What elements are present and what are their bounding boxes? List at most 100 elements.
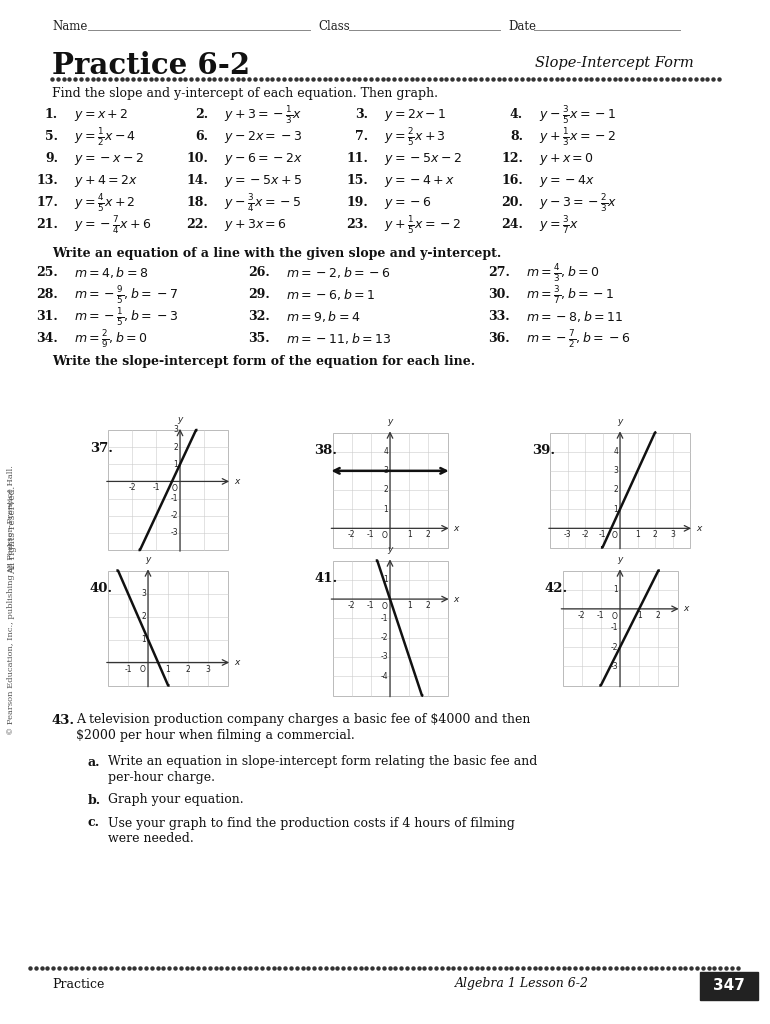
Text: Write the slope-intercept form of the equation for each line.: Write the slope-intercept form of the eq…	[52, 355, 475, 369]
Text: 4.: 4.	[510, 109, 523, 122]
Text: 26.: 26.	[248, 266, 270, 280]
Text: 22.: 22.	[186, 218, 208, 231]
Text: 8.: 8.	[510, 130, 523, 143]
Text: Graph your equation.: Graph your equation.	[108, 794, 243, 807]
Text: -2: -2	[611, 643, 618, 651]
Text: -2: -2	[170, 511, 178, 520]
Text: 30.: 30.	[488, 289, 510, 301]
Text: 3: 3	[670, 530, 675, 540]
Bar	[108, 430, 228, 550]
Text: 2: 2	[426, 601, 430, 610]
Text: a.: a.	[88, 756, 101, 768]
Text: O: O	[381, 531, 387, 541]
Text: were needed.: were needed.	[108, 831, 194, 845]
Text: Find the slope and y-intercept of each equation. Then graph.: Find the slope and y-intercept of each e…	[52, 86, 438, 99]
Text: 3: 3	[206, 665, 210, 674]
Text: O: O	[171, 484, 177, 494]
Bar	[550, 432, 690, 548]
Text: 34.: 34.	[36, 333, 58, 345]
Text: -1: -1	[380, 613, 388, 623]
Text: 4: 4	[613, 447, 618, 456]
Text: $y - \frac{3}{5}x = -1$: $y - \frac{3}{5}x = -1$	[539, 104, 616, 126]
Text: $y - \frac{3}{4}x = -5$: $y - \frac{3}{4}x = -5$	[224, 193, 301, 214]
Text: -1: -1	[597, 611, 604, 620]
Text: 2: 2	[426, 530, 430, 540]
Text: Date: Date	[508, 20, 536, 34]
Text: $y = -6$: $y = -6$	[384, 195, 431, 211]
Text: -3: -3	[170, 528, 178, 538]
Text: 2: 2	[613, 485, 618, 495]
Text: $y = -4x$: $y = -4x$	[539, 173, 595, 189]
Text: $m = 9, b = 4$: $m = 9, b = 4$	[286, 309, 360, 325]
Text: $y + 3 = -\frac{1}{3}x$: $y + 3 = -\frac{1}{3}x$	[224, 104, 303, 126]
Text: y: y	[146, 555, 151, 564]
Text: 2: 2	[656, 611, 661, 620]
Text: 2: 2	[383, 485, 388, 495]
Text: 18.: 18.	[186, 197, 208, 210]
Text: 2: 2	[653, 530, 658, 540]
Text: 1.: 1.	[45, 109, 58, 122]
Text: 1: 1	[383, 505, 388, 514]
Text: $y + \frac{1}{5}x = -2$: $y + \frac{1}{5}x = -2$	[384, 214, 461, 236]
Text: -2: -2	[578, 611, 585, 620]
Text: 1: 1	[141, 635, 146, 644]
Text: O: O	[611, 531, 617, 541]
Text: 2.: 2.	[195, 109, 208, 122]
Text: -3: -3	[611, 662, 618, 671]
Text: O: O	[611, 611, 617, 621]
Text: $y = \frac{3}{7}x$: $y = \frac{3}{7}x$	[539, 214, 579, 236]
Text: $y = -4 + x$: $y = -4 + x$	[384, 173, 455, 189]
Text: A television production company charges a basic fee of $4000 and then: A television production company charges …	[76, 714, 531, 726]
Text: 1: 1	[613, 505, 618, 514]
Text: $m = -\frac{7}{2}, b = -6$: $m = -\frac{7}{2}, b = -6$	[526, 328, 630, 350]
Text: $y = \frac{1}{2}x - 4$: $y = \frac{1}{2}x - 4$	[74, 126, 136, 147]
Text: x: x	[234, 658, 239, 667]
Text: -1: -1	[170, 494, 178, 503]
Text: $m = -2, b = -6$: $m = -2, b = -6$	[286, 265, 391, 281]
Text: Practice: Practice	[52, 978, 105, 990]
Text: 33.: 33.	[488, 310, 510, 324]
Text: 1: 1	[166, 665, 170, 674]
Text: 37.: 37.	[90, 441, 113, 455]
Text: All rights reserved.: All rights reserved.	[8, 485, 18, 574]
Text: 9.: 9.	[45, 153, 58, 166]
Text: -2: -2	[581, 530, 589, 540]
Text: x: x	[696, 524, 701, 532]
Text: 1: 1	[635, 530, 640, 540]
Text: x: x	[684, 604, 689, 613]
Text: $m = -\frac{9}{5}, b = -7$: $m = -\frac{9}{5}, b = -7$	[74, 284, 178, 306]
Text: 29.: 29.	[248, 289, 270, 301]
Text: O: O	[139, 666, 145, 675]
Text: b.: b.	[88, 794, 101, 807]
Text: $y - 2x = -3$: $y - 2x = -3$	[224, 129, 302, 145]
Text: $y = -5x + 5$: $y = -5x + 5$	[224, 173, 302, 189]
Text: 40.: 40.	[90, 582, 113, 595]
Text: 20.: 20.	[501, 197, 523, 210]
Text: y: y	[387, 546, 393, 555]
Text: Write an equation in slope-intercept form relating the basic fee and: Write an equation in slope-intercept for…	[108, 756, 537, 768]
Text: -2: -2	[348, 601, 356, 610]
Text: 1: 1	[613, 585, 618, 594]
Text: $y - 6 = -2x$: $y - 6 = -2x$	[224, 151, 303, 167]
Text: $y = \frac{4}{5}x + 2$: $y = \frac{4}{5}x + 2$	[74, 193, 136, 214]
Text: 3: 3	[141, 589, 146, 598]
Text: Practice 6-2: Practice 6-2	[52, 50, 250, 80]
Text: 1: 1	[407, 601, 411, 610]
Bar	[333, 560, 447, 695]
Text: 1: 1	[173, 460, 178, 469]
Text: 3: 3	[383, 466, 388, 475]
Text: -2: -2	[129, 483, 136, 493]
Text: 1: 1	[637, 611, 641, 620]
Text: 31.: 31.	[36, 310, 58, 324]
Text: 1: 1	[407, 530, 411, 540]
Text: 2: 2	[173, 442, 178, 452]
Text: $m = -\frac{1}{5}, b = -3$: $m = -\frac{1}{5}, b = -3$	[74, 306, 178, 328]
Text: 27.: 27.	[488, 266, 510, 280]
Text: 3: 3	[613, 466, 618, 475]
Text: 21.: 21.	[36, 218, 58, 231]
Text: 6.: 6.	[195, 130, 208, 143]
Text: y: y	[618, 418, 623, 427]
Text: -1: -1	[367, 601, 374, 610]
Text: -3: -3	[564, 530, 571, 540]
Text: 2: 2	[141, 612, 146, 621]
